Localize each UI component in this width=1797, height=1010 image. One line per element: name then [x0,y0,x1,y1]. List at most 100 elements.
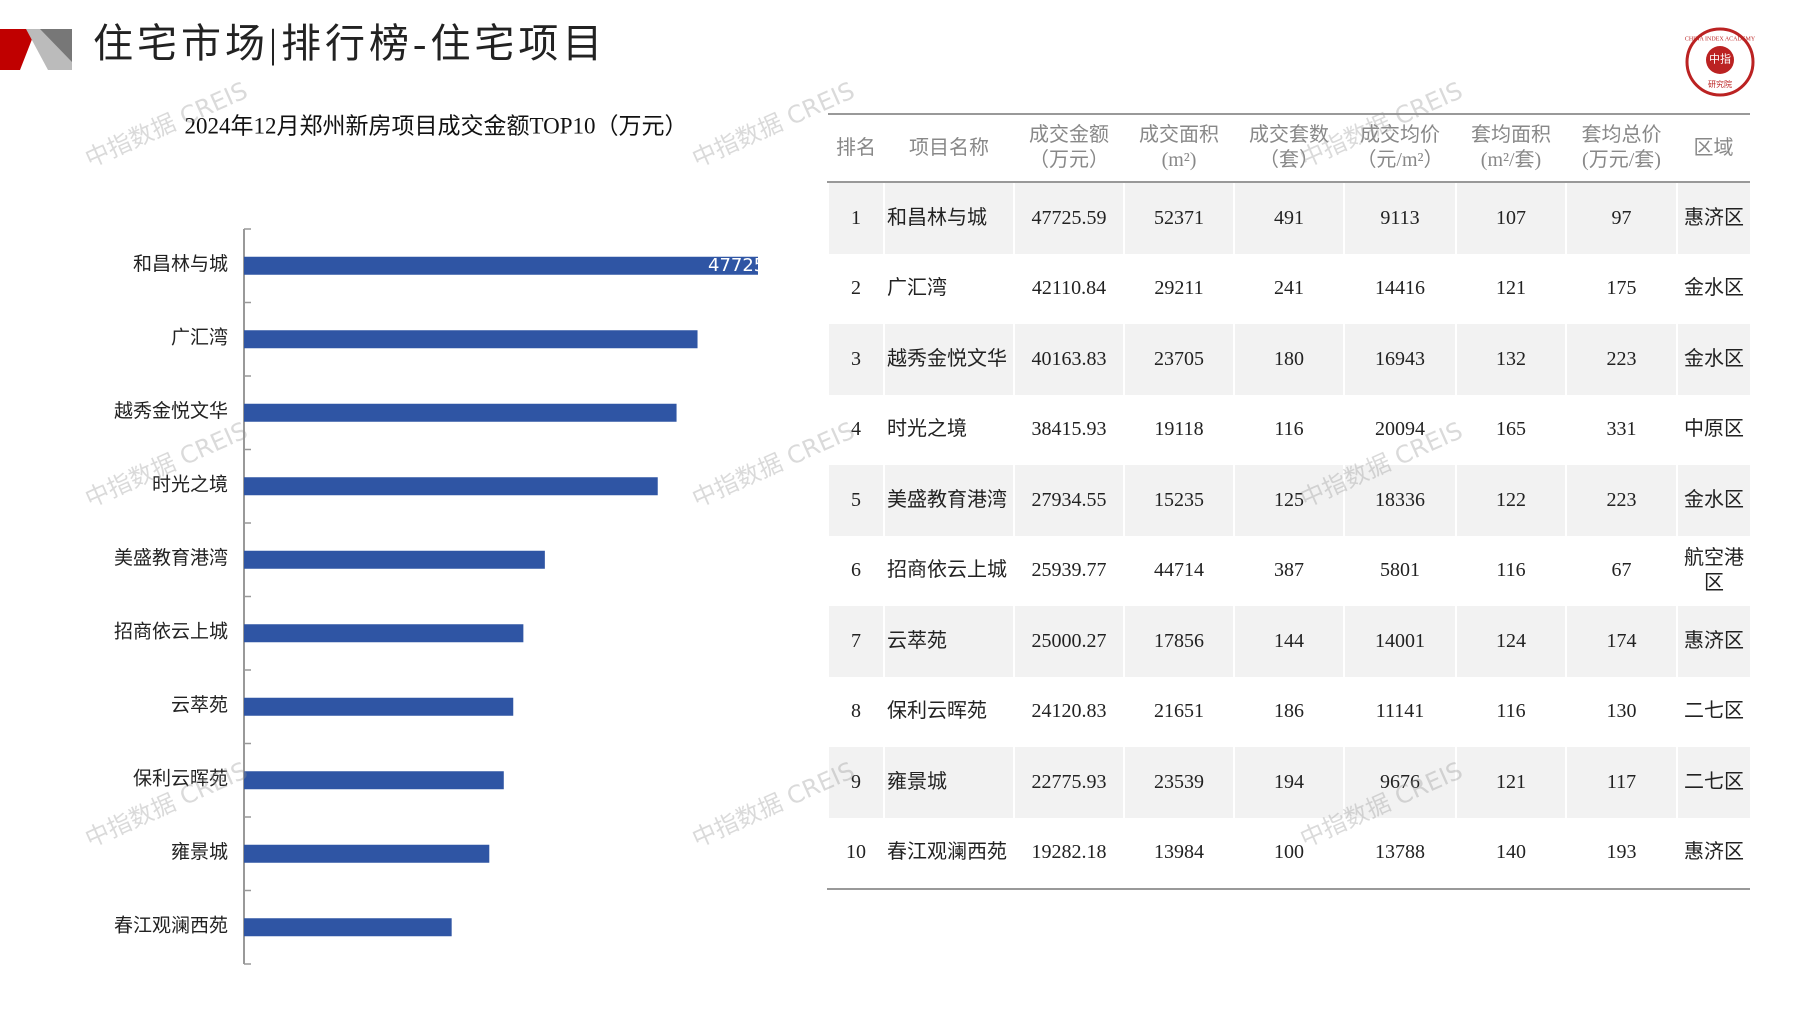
header-line: （套） [1259,149,1319,171]
table-cell: 5 [827,465,884,536]
column-header: 排名 [828,113,884,183]
column-header: 成交金额 （万元） [1014,113,1124,183]
header-line: 成交金额 [1029,124,1109,146]
table-row: 10 春江观澜西苑 19282.18 13984 100 13788 140 193 惠济区 [827,817,1750,890]
ranking-table: 排名 项目名称 成交金额 （万元） 成交面积 (m²) 成交套数 （套） 成交均价 （元/m²） 套… [827,113,1750,890]
table-row: 2 广汇湾 42110.84 29211 241 14416 121 175 金水区 [827,253,1750,324]
table-cell: 11141 [1343,676,1456,747]
logo-text: 中指 [1709,52,1731,66]
table-cell: 491 [1233,182,1344,254]
table-cell: 13984 [1123,817,1234,890]
table-cell: 52371 [1123,182,1234,254]
logo-ring: CHINA INDEX ACADEMY [1685,36,1756,42]
table-cell: 23539 [1123,747,1234,818]
y-tick-label: 春江观澜西苑 [114,915,228,937]
table-cell: 180 [1233,324,1344,395]
bar [244,550,545,569]
logo-sub: 研究院 [1708,79,1732,89]
column-header: 套均面积 (m²/套) [1456,113,1566,183]
table-cell: 惠济区 [1676,606,1750,677]
page-title: 住宅市场|排行榜-住宅项目 [93,21,606,66]
table-cell: 广汇湾 [883,253,1014,324]
table-cell: 130 [1565,676,1677,747]
table-cell: 惠济区 [1676,817,1750,890]
table-cell: 惠济区 [1676,182,1750,254]
table-cell: 21651 [1123,676,1234,747]
table-cell: 122 [1455,465,1566,536]
table-cell: 121 [1455,253,1566,324]
bar [244,330,698,349]
table-cell: 25000.27 [1013,606,1124,677]
chart-title: 2024年12月郑州新房项目成交金额TOP10（万元） [184,113,687,138]
table-cell: 二七区 [1676,747,1750,818]
y-tick-label: 时光之境 [152,474,228,496]
y-tick-label: 雍景城 [171,841,228,863]
bar [244,403,677,422]
table-cell: 美盛教育港湾 [883,465,1014,536]
table-cell: 193 [1565,817,1677,890]
header-accent [40,29,72,62]
logo [1706,46,1734,74]
table-cell: 27934.55 [1013,465,1124,536]
header-line: (m²/套) [1480,149,1542,171]
table-cell: 雍景城 [883,747,1014,818]
table-cell: 121 [1455,747,1566,818]
table-cell: 10 [827,817,884,890]
table-cell: 42110.84 [1013,253,1124,324]
table-cell: 14001 [1343,606,1456,677]
table-row: 3 越秀金悦文华 40163.83 23705 180 16943 132 223 金水区 [827,324,1750,395]
column-header: 成交套数 （套） [1234,113,1344,183]
y-tick-label: 保利云晖苑 [133,768,228,790]
table-cell: 18336 [1343,465,1456,536]
table-cell: 23705 [1123,324,1234,395]
y-tick-label: 招商依云上城 [114,621,228,643]
table-row: 5 美盛教育港湾 27934.55 15235 125 18336 122 223 金水区 [827,465,1750,536]
table-cell: 5801 [1343,535,1456,606]
table-cell: 9 [827,747,884,818]
bar [244,624,524,643]
table-cell: 金水区 [1676,465,1750,536]
bar [244,771,504,790]
y-tick-label: 越秀金悦文华 [114,400,228,422]
table-cell: 47725.59 [1013,182,1124,254]
table-cell: 7 [827,606,884,677]
table-cell: 25939.77 [1013,535,1124,606]
data-label: 47725.59 [708,255,794,276]
table-cell: 124 [1455,606,1566,677]
column-header: 区域 [1677,113,1750,183]
header-line: 套均面积 [1471,124,1551,146]
table-cell: 125 [1233,465,1344,536]
table-cell: 107 [1455,182,1566,254]
header-line: （元/m²） [1356,149,1444,171]
table-cell: 100 [1233,817,1344,890]
bar [244,256,758,275]
table-cell: 中原区 [1676,394,1750,465]
header-line: （万元） [1029,149,1109,171]
table-cell: 航空港区 [1676,535,1750,606]
table-cell: 13788 [1343,817,1456,890]
table-cell: 40163.83 [1013,324,1124,395]
table-cell: 29211 [1123,253,1234,324]
column-header: 成交均价 （元/m²） [1344,113,1456,183]
table-cell: 时光之境 [883,394,1014,465]
table-cell: 6 [827,535,884,606]
table-cell: 38415.93 [1013,394,1124,465]
header-line: 项目名称 [909,136,989,159]
header-accent [0,29,36,70]
table-cell: 19118 [1123,394,1234,465]
header-line: 套均总价 [1581,124,1662,146]
table-cell: 9676 [1343,747,1456,818]
table-cell: 116 [1455,535,1566,606]
table-cell: 175 [1565,253,1677,324]
table-cell: 金水区 [1676,324,1750,395]
table-cell: 金水区 [1676,253,1750,324]
bar [244,697,514,716]
table-cell: 15235 [1123,465,1234,536]
table-row: 1 和昌林与城 47725.59 52371 491 9113 107 97 惠济区 [827,182,1750,254]
table-cell: 194 [1233,747,1344,818]
table-row: 7 云萃苑 25000.27 17856 144 14001 124 174 惠济区 [827,606,1750,677]
header-line: 成交均价 [1360,124,1440,146]
column-header: 套均总价 (万元/套) [1566,113,1677,183]
